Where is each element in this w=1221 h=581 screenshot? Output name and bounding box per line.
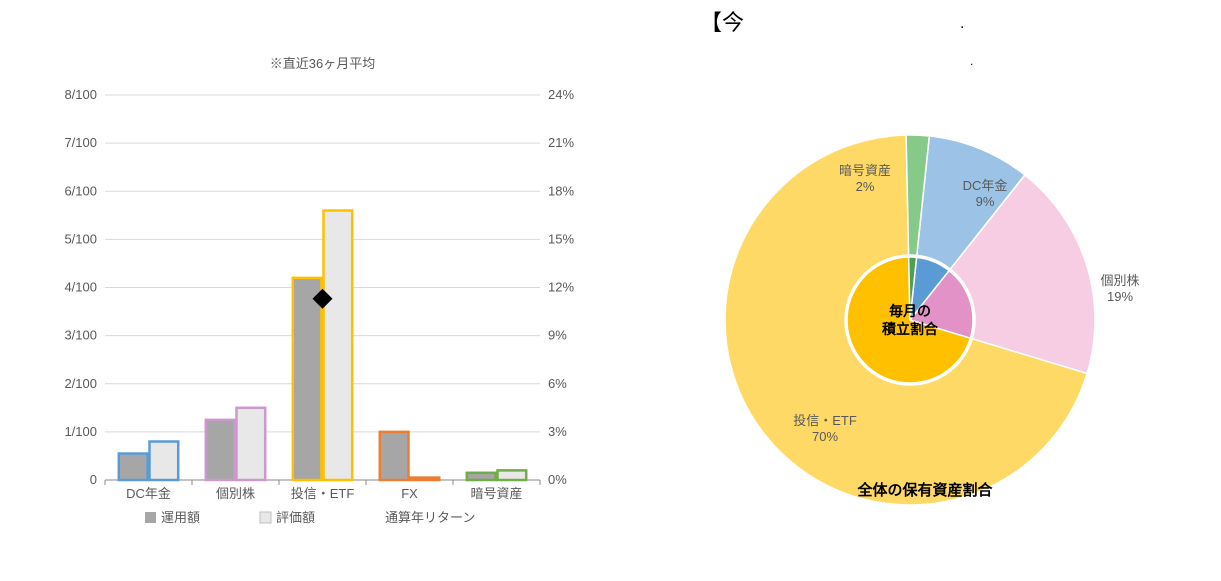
y-right-tick-label: 15%: [548, 231, 574, 246]
x-category-label: DC年金: [126, 486, 171, 501]
y-right-tick-label: 18%: [548, 183, 574, 198]
legend-swatch-b: [260, 512, 271, 523]
y-left-tick-label: 7/100: [64, 135, 97, 150]
right-header-left: 【今: [700, 10, 744, 35]
legend-label-a: 運用額: [161, 510, 200, 525]
y-right-tick-label: 6%: [548, 376, 567, 391]
x-category-label: FX: [401, 486, 418, 501]
bar-series-b: [498, 470, 527, 480]
y-left-tick-label: 0: [90, 472, 97, 487]
legend-label-b: 評価額: [276, 510, 315, 525]
pie-chart: 【今.. DC年金9% 個別株19% 投信・ETF70% 暗号資産2% 毎月の積立割合全体…: [610, 0, 1210, 560]
y-left-tick-label: 3/100: [64, 328, 97, 343]
bar-series-b: [150, 442, 179, 481]
bar-series-a: [119, 454, 148, 480]
outer-title: 全体の保有資産割合: [856, 481, 993, 499]
y-right-tick-label: 9%: [548, 328, 567, 343]
y-left-tick-label: 6/100: [64, 183, 97, 198]
x-category-label: 投信・ETF: [291, 486, 355, 501]
bar-series-a: [206, 420, 235, 480]
bar-series-a: [467, 473, 496, 480]
pie-chart-svg: 【今.. DC年金9% 個別株19% 投信・ETF70% 暗号資産2% 毎月の積立割合全体…: [610, 0, 1210, 560]
bar-series-b: [411, 478, 440, 480]
slice-pct: 70%: [812, 429, 838, 444]
inner-title-2: 積立割合: [881, 321, 939, 337]
y-right-tick-label: 21%: [548, 135, 574, 150]
slice-pct: 2%: [856, 179, 875, 194]
slice-label: 暗号資産: [839, 163, 891, 178]
slice-label: 個別株: [1100, 273, 1139, 288]
dot: .: [970, 54, 973, 68]
x-category-label: 暗号資産: [470, 486, 522, 501]
inner-title-1: 毎月の: [889, 303, 931, 319]
slice-pct: 9%: [976, 194, 995, 209]
legend-label-marker: 通算年リターン: [385, 510, 475, 525]
y-left-tick-label: 5/100: [64, 231, 97, 246]
y-right-tick-label: 12%: [548, 280, 574, 295]
slice-label: DC年金: [963, 178, 1008, 193]
bar-series-a: [380, 432, 409, 480]
bar-series-b: [324, 211, 353, 481]
slice-pct: 19%: [1107, 289, 1133, 304]
legend-swatch-a: [145, 512, 156, 523]
y-left-tick-label: 2/100: [64, 376, 97, 391]
y-left-tick-label: 8/100: [64, 87, 97, 102]
y-left-tick-label: 1/100: [64, 424, 97, 439]
y-left-tick-label: 4/100: [64, 280, 97, 295]
y-right-tick-label: 3%: [548, 424, 567, 439]
bar-series-b: [237, 408, 266, 480]
bar-chart-svg: ※直近36ヶ月平均 0 1/100 2/100 3/100 4/100 5/100 6/100…: [30, 40, 600, 570]
y-right-tick-label: 24%: [548, 87, 574, 102]
slice-label: 投信・ETF: [793, 413, 857, 428]
bar-series-a: [293, 278, 322, 480]
x-category-label: 個別株: [216, 486, 255, 501]
y-right-tick-label: 0%: [548, 472, 567, 487]
bar-chart-subtitle: ※直近36ヶ月平均: [270, 56, 375, 71]
bar-chart: ※直近36ヶ月平均 0 1/100 2/100 3/100 4/100 5/100 6/100…: [30, 40, 600, 570]
dot: .: [960, 15, 964, 32]
